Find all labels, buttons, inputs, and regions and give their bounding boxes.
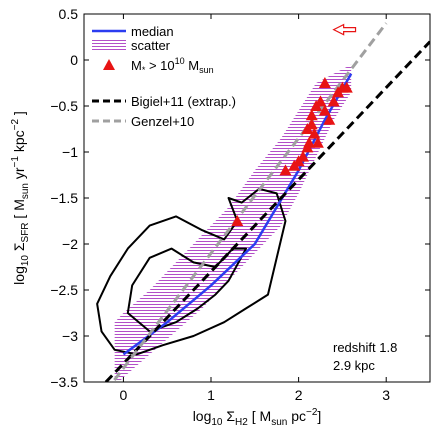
x-tick-label: 0 xyxy=(120,387,128,403)
massive-point xyxy=(231,215,244,226)
legend: median scatter M* > 1010 Msun Bigiel+11 … xyxy=(92,24,236,129)
x-label-bracket-close: ] xyxy=(317,408,321,424)
y-tick-label: −3.5 xyxy=(50,374,78,390)
massive-point xyxy=(327,95,340,107)
massive-point xyxy=(314,95,327,107)
massive-point xyxy=(311,136,324,148)
legend-genzel-label: Genzel+10 xyxy=(131,114,194,129)
x-label-sub2: H2 xyxy=(235,417,248,428)
massive-point xyxy=(340,81,353,93)
y-label-sub1: 10 xyxy=(20,255,31,267)
y-tick-label: 0 xyxy=(70,52,78,68)
y-tick-label: −0.5 xyxy=(50,98,78,114)
x-label-unit-sup: −2 xyxy=(306,407,318,418)
massive-point xyxy=(305,118,318,130)
massive-point xyxy=(318,104,331,116)
legend-bigiel-label: Bigiel+11 (extrap.) xyxy=(131,94,236,109)
y-tick-label: −1.5 xyxy=(50,190,78,206)
massive-point xyxy=(296,150,309,162)
x-label-bracket-sub: sun xyxy=(271,417,287,428)
y-label-prefix: log xyxy=(11,266,27,285)
y-label-unit1: yr xyxy=(11,167,27,183)
legend-tri-sup: 10 xyxy=(175,56,185,66)
y-label-sub2: SFR xyxy=(20,222,31,242)
legend-triangle-label: M* > 1010 Msun xyxy=(131,56,214,75)
annotation-resolution: 2.9 kpc xyxy=(333,358,375,373)
x-label-prefix: log xyxy=(193,408,212,424)
legend-tri-suffix: M xyxy=(185,58,199,73)
y-label-bracket-open: [ M xyxy=(11,199,27,222)
massive-point xyxy=(323,113,336,125)
legend-tri-sub: * xyxy=(142,65,146,75)
x-axis-label: log10 ΣH2 [ Msun pc−2] xyxy=(193,407,322,428)
legend-triangle-swatch xyxy=(103,59,115,70)
y-tick-label: −2.5 xyxy=(50,282,78,298)
legend-tri-prefix: M xyxy=(131,58,142,73)
x-label-sub1: 10 xyxy=(211,417,223,428)
x-tick-label: 1 xyxy=(207,387,215,403)
y-tick-label: 0.5 xyxy=(59,6,79,22)
arrow-left xyxy=(332,23,357,36)
massive-point xyxy=(308,127,321,139)
y-label-unit2-sup: −2 xyxy=(10,119,21,131)
y-tick-label: −2 xyxy=(62,236,78,252)
y-label-unit1-sup: −1 xyxy=(10,156,21,168)
massive-point xyxy=(303,136,316,148)
x-label-bracket-open: [ M xyxy=(248,408,271,424)
contour-1 xyxy=(126,247,248,333)
y-axis-label: log10 ΣSFR [ Msun yr−1 kpc−2 ] xyxy=(10,111,31,285)
legend-tri-sub2: sun xyxy=(199,65,214,75)
y-tick-label: −1 xyxy=(62,144,78,160)
legend-scatter-label: scatter xyxy=(131,38,171,53)
ticks: 0 1 2 3 −3.5 −3 −2.5 −2 −1.5 −1 −0.5 0 0.5 xyxy=(50,6,430,403)
x-label-unit: pc xyxy=(287,408,306,424)
series-line-genzel-10 xyxy=(111,22,388,382)
y-label-bracket-close: ] xyxy=(11,111,27,119)
contour-0 xyxy=(96,187,287,356)
legend-median-label: median xyxy=(131,24,174,39)
x-tick-label: 2 xyxy=(295,387,303,403)
series-line-bigiel-11-extrap- xyxy=(104,40,430,382)
y-label-sym: Σ xyxy=(11,242,27,255)
data-layer xyxy=(96,22,430,382)
legend-tri-mid: > 10 xyxy=(145,58,174,73)
massive-point xyxy=(318,77,331,88)
y-label-unit2: kpc xyxy=(11,130,27,156)
y-label-bracket-sub: sun xyxy=(20,183,31,199)
massive-point xyxy=(279,164,292,176)
massive-point xyxy=(305,109,318,121)
series-line-median xyxy=(122,73,353,356)
legend-scatter-swatch xyxy=(92,39,126,51)
y-tick-label: −3 xyxy=(62,328,78,344)
x-label-sym: Σ xyxy=(223,408,236,424)
annotation-redshift: redshift 1.8 xyxy=(333,340,397,355)
x-tick-label: 3 xyxy=(382,387,390,403)
